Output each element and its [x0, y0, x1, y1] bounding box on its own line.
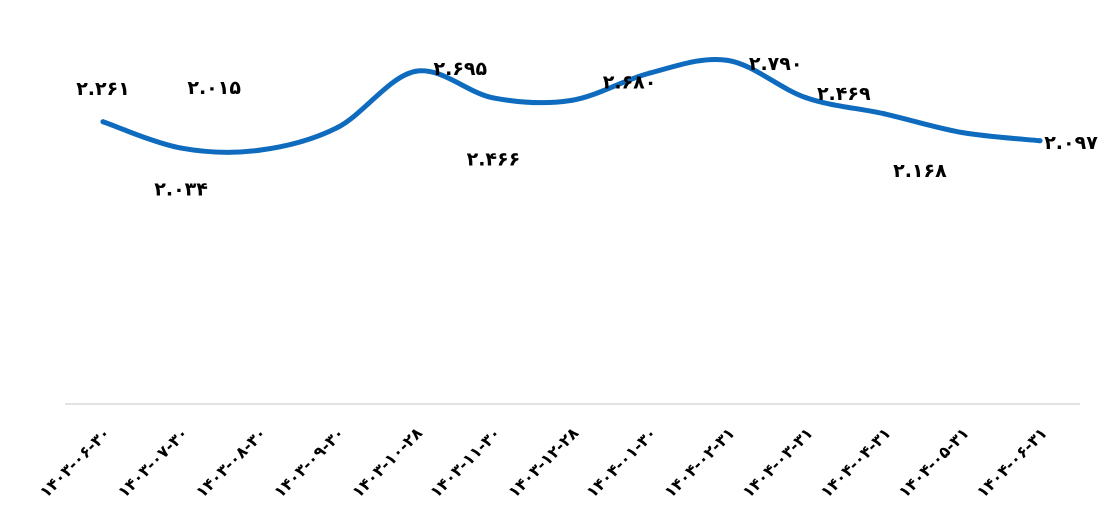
x-tick-label: ۱۴۰۴-۰۴-۳۱ — [817, 423, 895, 501]
data-label: ۲.۴۶۶ — [467, 148, 521, 170]
x-tick-label: ۱۴۰۳-۰۷-۳۰ — [114, 423, 192, 501]
x-tick-label: ۱۴۰۴-۰۶-۳۱ — [973, 423, 1051, 501]
x-tick-label: ۱۴۰۴-۰۳-۳۱ — [739, 423, 817, 501]
x-tick-label: ۱۴۰۳-۰۸-۳۰ — [192, 423, 270, 501]
data-point — [959, 130, 965, 136]
data-label: ۲.۴۶۹ — [817, 83, 871, 105]
data-point — [256, 147, 262, 153]
data-point — [725, 57, 731, 63]
x-tick-label: ۱۴۰۴-۰۲-۳۱ — [660, 423, 738, 501]
x-tick-label: ۱۴۰۳-۱۱-۳۰ — [426, 423, 504, 501]
data-point — [803, 95, 809, 101]
data-point — [647, 70, 653, 76]
data-label: ۲.۱۶۸ — [893, 160, 947, 182]
data-point — [881, 111, 887, 117]
data-point — [412, 68, 418, 74]
x-tick-label: ۱۴۰۴-۰۱-۳۰ — [582, 423, 660, 501]
data-label: ۲.۰۳۴ — [154, 179, 208, 201]
x-tick-label: ۱۴۰۳-۱۰-۲۸ — [348, 423, 426, 501]
data-point — [178, 145, 184, 151]
x-tick-label: ۱۴۰۳-۱۲-۲۸ — [504, 423, 582, 501]
data-point — [1037, 138, 1043, 144]
data-label: ۲.۶۹۵ — [434, 58, 488, 80]
x-tick-label: ۱۴۰۴-۰۵-۳۱ — [895, 423, 973, 501]
data-label: ۲.۶۸۰ — [603, 72, 657, 94]
data-label: ۲.۰۱۵ — [187, 77, 241, 99]
data-point — [100, 119, 106, 125]
series-line — [100, 56, 1043, 155]
x-tick-label: ۱۴۰۳-۰۶-۳۰ — [36, 423, 114, 501]
data-label: ۲.۰۹۷ — [1044, 132, 1098, 154]
data-point — [569, 97, 574, 103]
data-label: ۲.۷۹۰ — [749, 53, 803, 75]
data-point — [334, 125, 340, 131]
data-point — [490, 95, 496, 101]
data-label: ۲.۲۶۱ — [76, 78, 130, 100]
x-tick-label: ۱۴۰۳-۰۹-۳۰ — [270, 423, 348, 501]
